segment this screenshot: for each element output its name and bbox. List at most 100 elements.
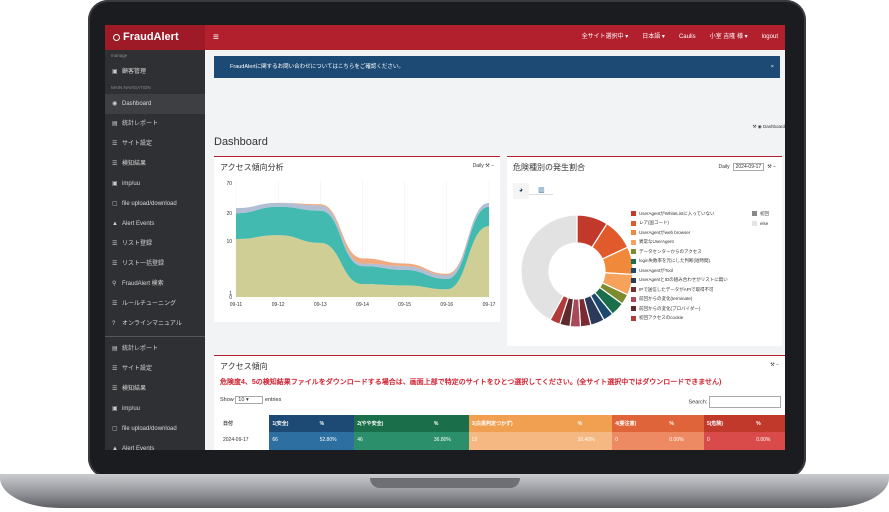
wrench-icon[interactable]: ⚒ xyxy=(767,164,772,170)
site-selector[interactable]: 全サイト選択中 ▾ xyxy=(581,34,629,40)
legend-entry[interactable]: UserAgentがTool xyxy=(631,266,728,276)
sidebar-item-list-bulk[interactable]: ☰ リスト一括登録 xyxy=(105,254,205,274)
sidebar-item-dashboard[interactable]: ◉ Dashboard xyxy=(105,94,205,114)
sidebar-item-file-upload[interactable]: ▢ file upload/download xyxy=(105,194,205,214)
area-series-1 xyxy=(236,206,489,290)
breadcrumb: ⚒ ◉ Dashboard xyxy=(752,124,785,129)
search-input[interactable] xyxy=(709,396,781,408)
list-icon: ☰ xyxy=(112,386,118,392)
sidebar-item-label: imp/uu xyxy=(122,406,141,412)
sidebar-item-customers[interactable]: ▣ 顧客管理 xyxy=(105,62,205,82)
sidebar-item-label: Alert Events xyxy=(122,446,155,450)
legend-entry[interactable]: UserAgentがweb browser xyxy=(631,228,728,238)
column-header[interactable]: 3(白黒判定つかず) xyxy=(468,415,575,432)
sidebar-item-detection-results[interactable]: ☰ 検知結果 xyxy=(105,154,205,174)
sidebar-item-label: FraudAlert 検索 xyxy=(122,281,164,287)
table-cell: 0 xyxy=(703,448,754,450)
sidebar-item-stats-report[interactable]: ▤ 統計レポート xyxy=(105,339,205,359)
legend-entry[interactable]: 初回アクセスのcookie xyxy=(631,314,728,324)
user-menu[interactable]: 小室 吉隆 様 ▾ xyxy=(709,34,748,40)
period-label[interactable]: Daily xyxy=(472,163,484,169)
sidebar-item-label: 統計レポート xyxy=(122,121,159,127)
menu-toggle-icon[interactable]: ≡ xyxy=(213,32,219,43)
sidebar-item-label: Alert Events xyxy=(122,221,155,227)
brand-logo[interactable]: FraudAlert xyxy=(105,25,205,50)
minimize-icon[interactable]: − xyxy=(776,362,779,368)
pie-chart-tab-icon[interactable]: ◕ xyxy=(513,183,529,199)
legend-entry[interactable]: 前回からの変化(terminate) xyxy=(631,295,728,305)
sidebar-item-file-upload[interactable]: ▢ file upload/download xyxy=(105,419,205,439)
warning-icon: ▲ xyxy=(112,446,118,450)
id-card-icon: ▣ xyxy=(112,181,118,187)
sidebar-item-detection-results[interactable]: ☰ 検知結果 xyxy=(105,379,205,399)
sidebar-item-imp-uu[interactable]: ▣ imp/uu xyxy=(105,174,205,194)
logout-link[interactable]: logout xyxy=(761,34,778,40)
legend-entry[interactable]: UserAgentがWhiteListに入っていない xyxy=(631,209,728,219)
table-cell: 2024-09-16 xyxy=(220,448,270,450)
language-selector[interactable]: 日本語 ▾ xyxy=(642,34,665,40)
alert-text[interactable]: FraudAlertに関するお問い合わせについてはこちらをご確認ください。 xyxy=(230,64,404,70)
column-header[interactable]: % xyxy=(666,415,704,432)
wrench-icon[interactable]: ⚒ xyxy=(485,163,490,169)
period-label[interactable]: Daily xyxy=(718,164,730,170)
legend-swatch xyxy=(631,239,636,245)
table-cell: 0 xyxy=(612,448,667,450)
legend-label: 初回アクセスのcookie xyxy=(639,315,684,321)
company-name[interactable]: Caulis xyxy=(678,34,696,40)
legend-entry[interactable]: else xyxy=(752,219,769,229)
legend-entry[interactable]: データセンターからのアクセス xyxy=(631,247,728,257)
access-area-chart: 09-11 09-12 09-13 09-14 09-15 09-16 09-17 70 20 1… xyxy=(226,181,496,308)
table-cell: 25.00% xyxy=(430,448,469,450)
minimize-icon[interactable]: − xyxy=(491,163,494,169)
legend-entry[interactable]: IPで送信したデータがAPIで取得不可 xyxy=(631,285,728,295)
sidebar-item-imp-uu[interactable]: ▣ imp/uu xyxy=(105,399,205,419)
date-select[interactable]: 2024-09-17 xyxy=(732,163,765,171)
sidebar-item-list-register[interactable]: ☰ リスト登録 xyxy=(105,234,205,254)
file-icon: ▢ xyxy=(112,201,118,207)
column-header[interactable]: % xyxy=(753,415,785,432)
sidebar-item-site-settings[interactable]: ☰ サイト設定 xyxy=(105,359,205,379)
sidebar-item-label: Dashboard xyxy=(122,101,152,107)
table-tab-icon[interactable]: ▥ xyxy=(538,187,545,194)
legend-entry[interactable]: レア(国コード) xyxy=(631,219,728,229)
sidebar-item-label: リスト登録 xyxy=(122,241,153,247)
legend-entry[interactable]: login失敗率を元にした判断(短時間) xyxy=(631,257,728,267)
column-header[interactable]: 1(安全) xyxy=(269,415,317,432)
column-header[interactable]: 5(危険) xyxy=(703,415,754,432)
column-header[interactable]: 2(やや安全) xyxy=(354,415,431,432)
table-cell: 50.00% xyxy=(316,448,355,450)
wrench-icon[interactable]: ⚒ xyxy=(770,362,775,368)
sidebar-item-online-manual[interactable]: ? オンラインマニュアル xyxy=(105,314,205,334)
close-icon[interactable]: × xyxy=(770,64,774,70)
search-icon: ⚲ xyxy=(112,281,117,287)
trend-table: 日付 1(安全)% 2(やや安全)% 3(白黒判定つかず)% 4(要注意)% 5(危険)%… xyxy=(220,415,785,450)
legend-label: IPで送信したデータがAPIで取得不可 xyxy=(639,286,714,292)
app-screen: FraudAlert ≡ 全サイト選択中 ▾ 日本語 ▾ Caulis 小室 吉… xyxy=(105,25,785,450)
top-bar: FraudAlert ≡ 全サイト選択中 ▾ 日本語 ▾ Caulis 小室 吉… xyxy=(105,25,785,50)
sidebar-item-alert-events[interactable]: ▲ Alert Events xyxy=(105,214,205,234)
main-content: FraudAlertに関するお問い合わせについてはこちらをご確認ください。 × … xyxy=(205,50,785,450)
sidebar-item-stats-report[interactable]: ▤ 統計レポート xyxy=(105,114,205,134)
legend-entry[interactable]: 異常なUserAgent xyxy=(631,238,728,248)
entries-select[interactable]: 10 ▾ xyxy=(235,396,264,404)
legend-label: UserAgentがweb browser xyxy=(639,229,691,235)
chart-tabs: ◕ ▥ xyxy=(513,179,553,199)
sidebar-item-label: imp/uu xyxy=(122,181,141,187)
legend-swatch xyxy=(631,230,636,236)
column-header[interactable]: % xyxy=(316,415,355,432)
column-header[interactable]: 4(要注意) xyxy=(612,415,667,432)
sidebar-item-alert-events[interactable]: ▲ Alert Events xyxy=(105,439,205,450)
column-header[interactable]: 日付 xyxy=(220,415,270,432)
column-header[interactable]: % xyxy=(574,415,613,432)
legend-swatch xyxy=(631,315,636,321)
legend-entry[interactable]: 前回からの変化(プロバイダー) xyxy=(631,304,728,314)
legend-entry[interactable]: UserAgentとIDの組み合わせがリストに無い xyxy=(631,276,728,286)
minimize-icon[interactable]: − xyxy=(773,164,776,170)
legend-entry[interactable]: 初回 xyxy=(752,209,769,219)
column-header[interactable]: % xyxy=(430,415,469,432)
sidebar-item-site-settings[interactable]: ☰ サイト設定 xyxy=(105,134,205,154)
sidebar-item-fraudalert-search[interactable]: ⚲ FraudAlert 検索 xyxy=(105,274,205,294)
y-tick-label: 20 xyxy=(226,211,232,217)
sidebar-item-rule-tuning[interactable]: ☰ ルールチューニング xyxy=(105,294,205,314)
legend-swatch xyxy=(631,220,636,226)
